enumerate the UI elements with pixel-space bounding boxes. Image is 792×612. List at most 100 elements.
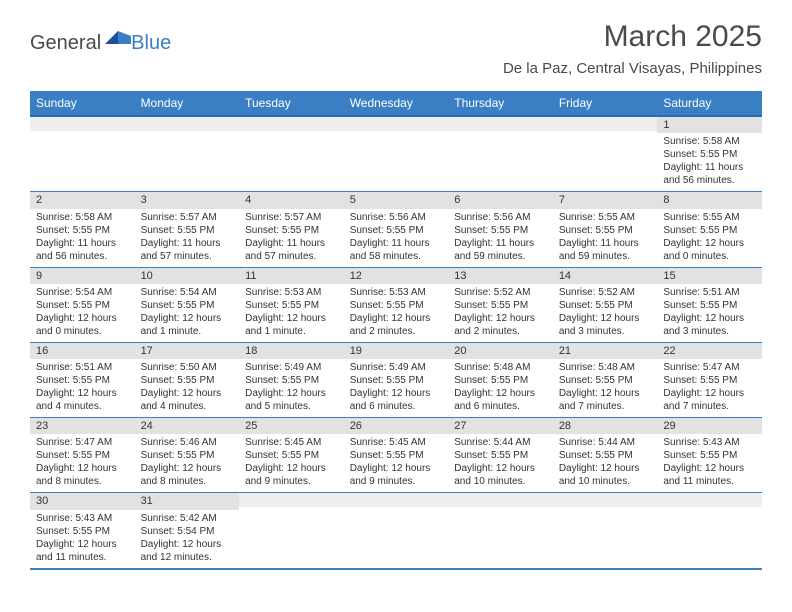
sunrise-text: Sunrise: 5:51 AM [36, 361, 129, 374]
daylight-text: Daylight: 12 hours and 7 minutes. [663, 387, 756, 413]
sunset-text: Sunset: 5:55 PM [141, 224, 234, 237]
day-number: 23 [30, 418, 135, 434]
calendar-day-cell: 16Sunrise: 5:51 AMSunset: 5:55 PMDayligh… [30, 342, 135, 417]
daylight-text: Daylight: 11 hours and 57 minutes. [245, 237, 338, 263]
sunset-text: Sunset: 5:55 PM [36, 449, 129, 462]
day-details: Sunrise: 5:57 AMSunset: 5:55 PMDaylight:… [239, 209, 344, 267]
sunset-text: Sunset: 5:55 PM [36, 374, 129, 387]
day-number-empty [344, 117, 449, 131]
calendar-day-cell: 17Sunrise: 5:50 AMSunset: 5:55 PMDayligh… [135, 342, 240, 417]
calendar-day-cell [553, 116, 658, 192]
sunset-text: Sunset: 5:55 PM [350, 449, 443, 462]
logo-text-general: General [30, 32, 101, 55]
logo-text-blue: Blue [131, 32, 171, 55]
daylight-text: Daylight: 12 hours and 6 minutes. [350, 387, 443, 413]
sunrise-text: Sunrise: 5:48 AM [559, 361, 652, 374]
sunrise-text: Sunrise: 5:52 AM [454, 286, 547, 299]
sunrise-text: Sunrise: 5:43 AM [663, 436, 756, 449]
calendar-day-cell: 25Sunrise: 5:45 AMSunset: 5:55 PMDayligh… [239, 418, 344, 493]
sunset-text: Sunset: 5:55 PM [559, 449, 652, 462]
daylight-text: Daylight: 12 hours and 8 minutes. [36, 462, 129, 488]
daylight-text: Daylight: 12 hours and 11 minutes. [663, 462, 756, 488]
sunrise-text: Sunrise: 5:55 AM [663, 211, 756, 224]
logo: General Blue [30, 28, 171, 59]
daylight-text: Daylight: 12 hours and 4 minutes. [141, 387, 234, 413]
weekday-header: Tuesday [239, 91, 344, 116]
sunset-text: Sunset: 5:55 PM [454, 299, 547, 312]
sunset-text: Sunset: 5:55 PM [350, 299, 443, 312]
day-number: 31 [135, 493, 240, 509]
day-number: 22 [657, 343, 762, 359]
day-number: 13 [448, 268, 553, 284]
day-details: Sunrise: 5:45 AMSunset: 5:55 PMDaylight:… [344, 434, 449, 492]
sunrise-text: Sunrise: 5:57 AM [141, 211, 234, 224]
calendar-day-cell [344, 493, 449, 569]
sunrise-text: Sunrise: 5:47 AM [663, 361, 756, 374]
sunrise-text: Sunrise: 5:51 AM [663, 286, 756, 299]
day-details: Sunrise: 5:57 AMSunset: 5:55 PMDaylight:… [135, 209, 240, 267]
day-number: 28 [553, 418, 658, 434]
title-block: March 2025 De la Paz, Central Visayas, P… [503, 20, 762, 77]
calendar-day-cell: 19Sunrise: 5:49 AMSunset: 5:55 PMDayligh… [344, 342, 449, 417]
calendar-day-cell: 2Sunrise: 5:58 AMSunset: 5:55 PMDaylight… [30, 192, 135, 267]
weekday-header: Sunday [30, 91, 135, 116]
calendar-day-cell [239, 493, 344, 569]
calendar-day-cell: 10Sunrise: 5:54 AMSunset: 5:55 PMDayligh… [135, 267, 240, 342]
sunset-text: Sunset: 5:55 PM [141, 299, 234, 312]
calendar-day-cell: 21Sunrise: 5:48 AMSunset: 5:55 PMDayligh… [553, 342, 658, 417]
day-number: 10 [135, 268, 240, 284]
daylight-text: Daylight: 12 hours and 1 minute. [245, 312, 338, 338]
calendar-week-row: 2Sunrise: 5:58 AMSunset: 5:55 PMDaylight… [30, 192, 762, 267]
day-number-empty [553, 493, 658, 507]
day-details: Sunrise: 5:46 AMSunset: 5:55 PMDaylight:… [135, 434, 240, 492]
sunrise-text: Sunrise: 5:49 AM [245, 361, 338, 374]
sunrise-text: Sunrise: 5:54 AM [141, 286, 234, 299]
calendar-day-cell: 13Sunrise: 5:52 AMSunset: 5:55 PMDayligh… [448, 267, 553, 342]
calendar-week-row: 1Sunrise: 5:58 AMSunset: 5:55 PMDaylight… [30, 116, 762, 192]
calendar-week-row: 30Sunrise: 5:43 AMSunset: 5:55 PMDayligh… [30, 493, 762, 569]
calendar-day-cell: 14Sunrise: 5:52 AMSunset: 5:55 PMDayligh… [553, 267, 658, 342]
daylight-text: Daylight: 12 hours and 0 minutes. [663, 237, 756, 263]
calendar-day-cell: 24Sunrise: 5:46 AMSunset: 5:55 PMDayligh… [135, 418, 240, 493]
day-number: 8 [657, 192, 762, 208]
sunrise-text: Sunrise: 5:52 AM [559, 286, 652, 299]
daylight-text: Daylight: 12 hours and 9 minutes. [245, 462, 338, 488]
day-number: 12 [344, 268, 449, 284]
sunset-text: Sunset: 5:55 PM [663, 449, 756, 462]
day-details: Sunrise: 5:51 AMSunset: 5:55 PMDaylight:… [30, 359, 135, 417]
calendar-day-cell [657, 493, 762, 569]
day-number: 15 [657, 268, 762, 284]
weekday-header: Thursday [448, 91, 553, 116]
day-number-empty [448, 117, 553, 131]
sunrise-text: Sunrise: 5:47 AM [36, 436, 129, 449]
sunset-text: Sunset: 5:55 PM [350, 224, 443, 237]
calendar-day-cell [553, 493, 658, 569]
weekday-header: Friday [553, 91, 658, 116]
day-details: Sunrise: 5:58 AMSunset: 5:55 PMDaylight:… [657, 133, 762, 191]
calendar-day-cell: 6Sunrise: 5:56 AMSunset: 5:55 PMDaylight… [448, 192, 553, 267]
sunset-text: Sunset: 5:55 PM [141, 449, 234, 462]
calendar-day-cell [30, 116, 135, 192]
day-number-empty [239, 117, 344, 131]
day-details: Sunrise: 5:43 AMSunset: 5:55 PMDaylight:… [657, 434, 762, 492]
sunset-text: Sunset: 5:55 PM [663, 224, 756, 237]
day-number: 18 [239, 343, 344, 359]
sunset-text: Sunset: 5:55 PM [559, 374, 652, 387]
sunset-text: Sunset: 5:55 PM [36, 299, 129, 312]
sunrise-text: Sunrise: 5:58 AM [36, 211, 129, 224]
calendar-day-cell: 30Sunrise: 5:43 AMSunset: 5:55 PMDayligh… [30, 493, 135, 569]
day-details: Sunrise: 5:56 AMSunset: 5:55 PMDaylight:… [448, 209, 553, 267]
calendar-week-row: 9Sunrise: 5:54 AMSunset: 5:55 PMDaylight… [30, 267, 762, 342]
day-number: 3 [135, 192, 240, 208]
sunrise-text: Sunrise: 5:49 AM [350, 361, 443, 374]
sunrise-text: Sunrise: 5:53 AM [245, 286, 338, 299]
sunrise-text: Sunrise: 5:45 AM [245, 436, 338, 449]
day-number: 1 [657, 117, 762, 133]
day-details: Sunrise: 5:52 AMSunset: 5:55 PMDaylight:… [553, 284, 658, 342]
sunrise-text: Sunrise: 5:46 AM [141, 436, 234, 449]
daylight-text: Daylight: 11 hours and 58 minutes. [350, 237, 443, 263]
daylight-text: Daylight: 12 hours and 12 minutes. [141, 538, 234, 564]
sunrise-text: Sunrise: 5:43 AM [36, 512, 129, 525]
day-number: 25 [239, 418, 344, 434]
calendar-day-cell [344, 116, 449, 192]
